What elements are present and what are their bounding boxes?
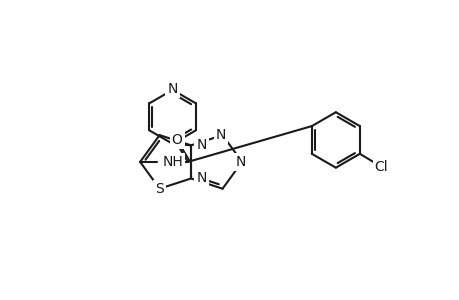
- Text: N: N: [235, 155, 245, 169]
- Text: Cl: Cl: [374, 160, 387, 174]
- Text: O: O: [171, 133, 182, 147]
- Text: N: N: [215, 128, 226, 142]
- Text: N: N: [196, 138, 207, 152]
- Text: S: S: [155, 182, 163, 197]
- Text: N: N: [196, 171, 207, 185]
- Text: NH: NH: [162, 155, 183, 169]
- Text: N: N: [167, 82, 178, 96]
